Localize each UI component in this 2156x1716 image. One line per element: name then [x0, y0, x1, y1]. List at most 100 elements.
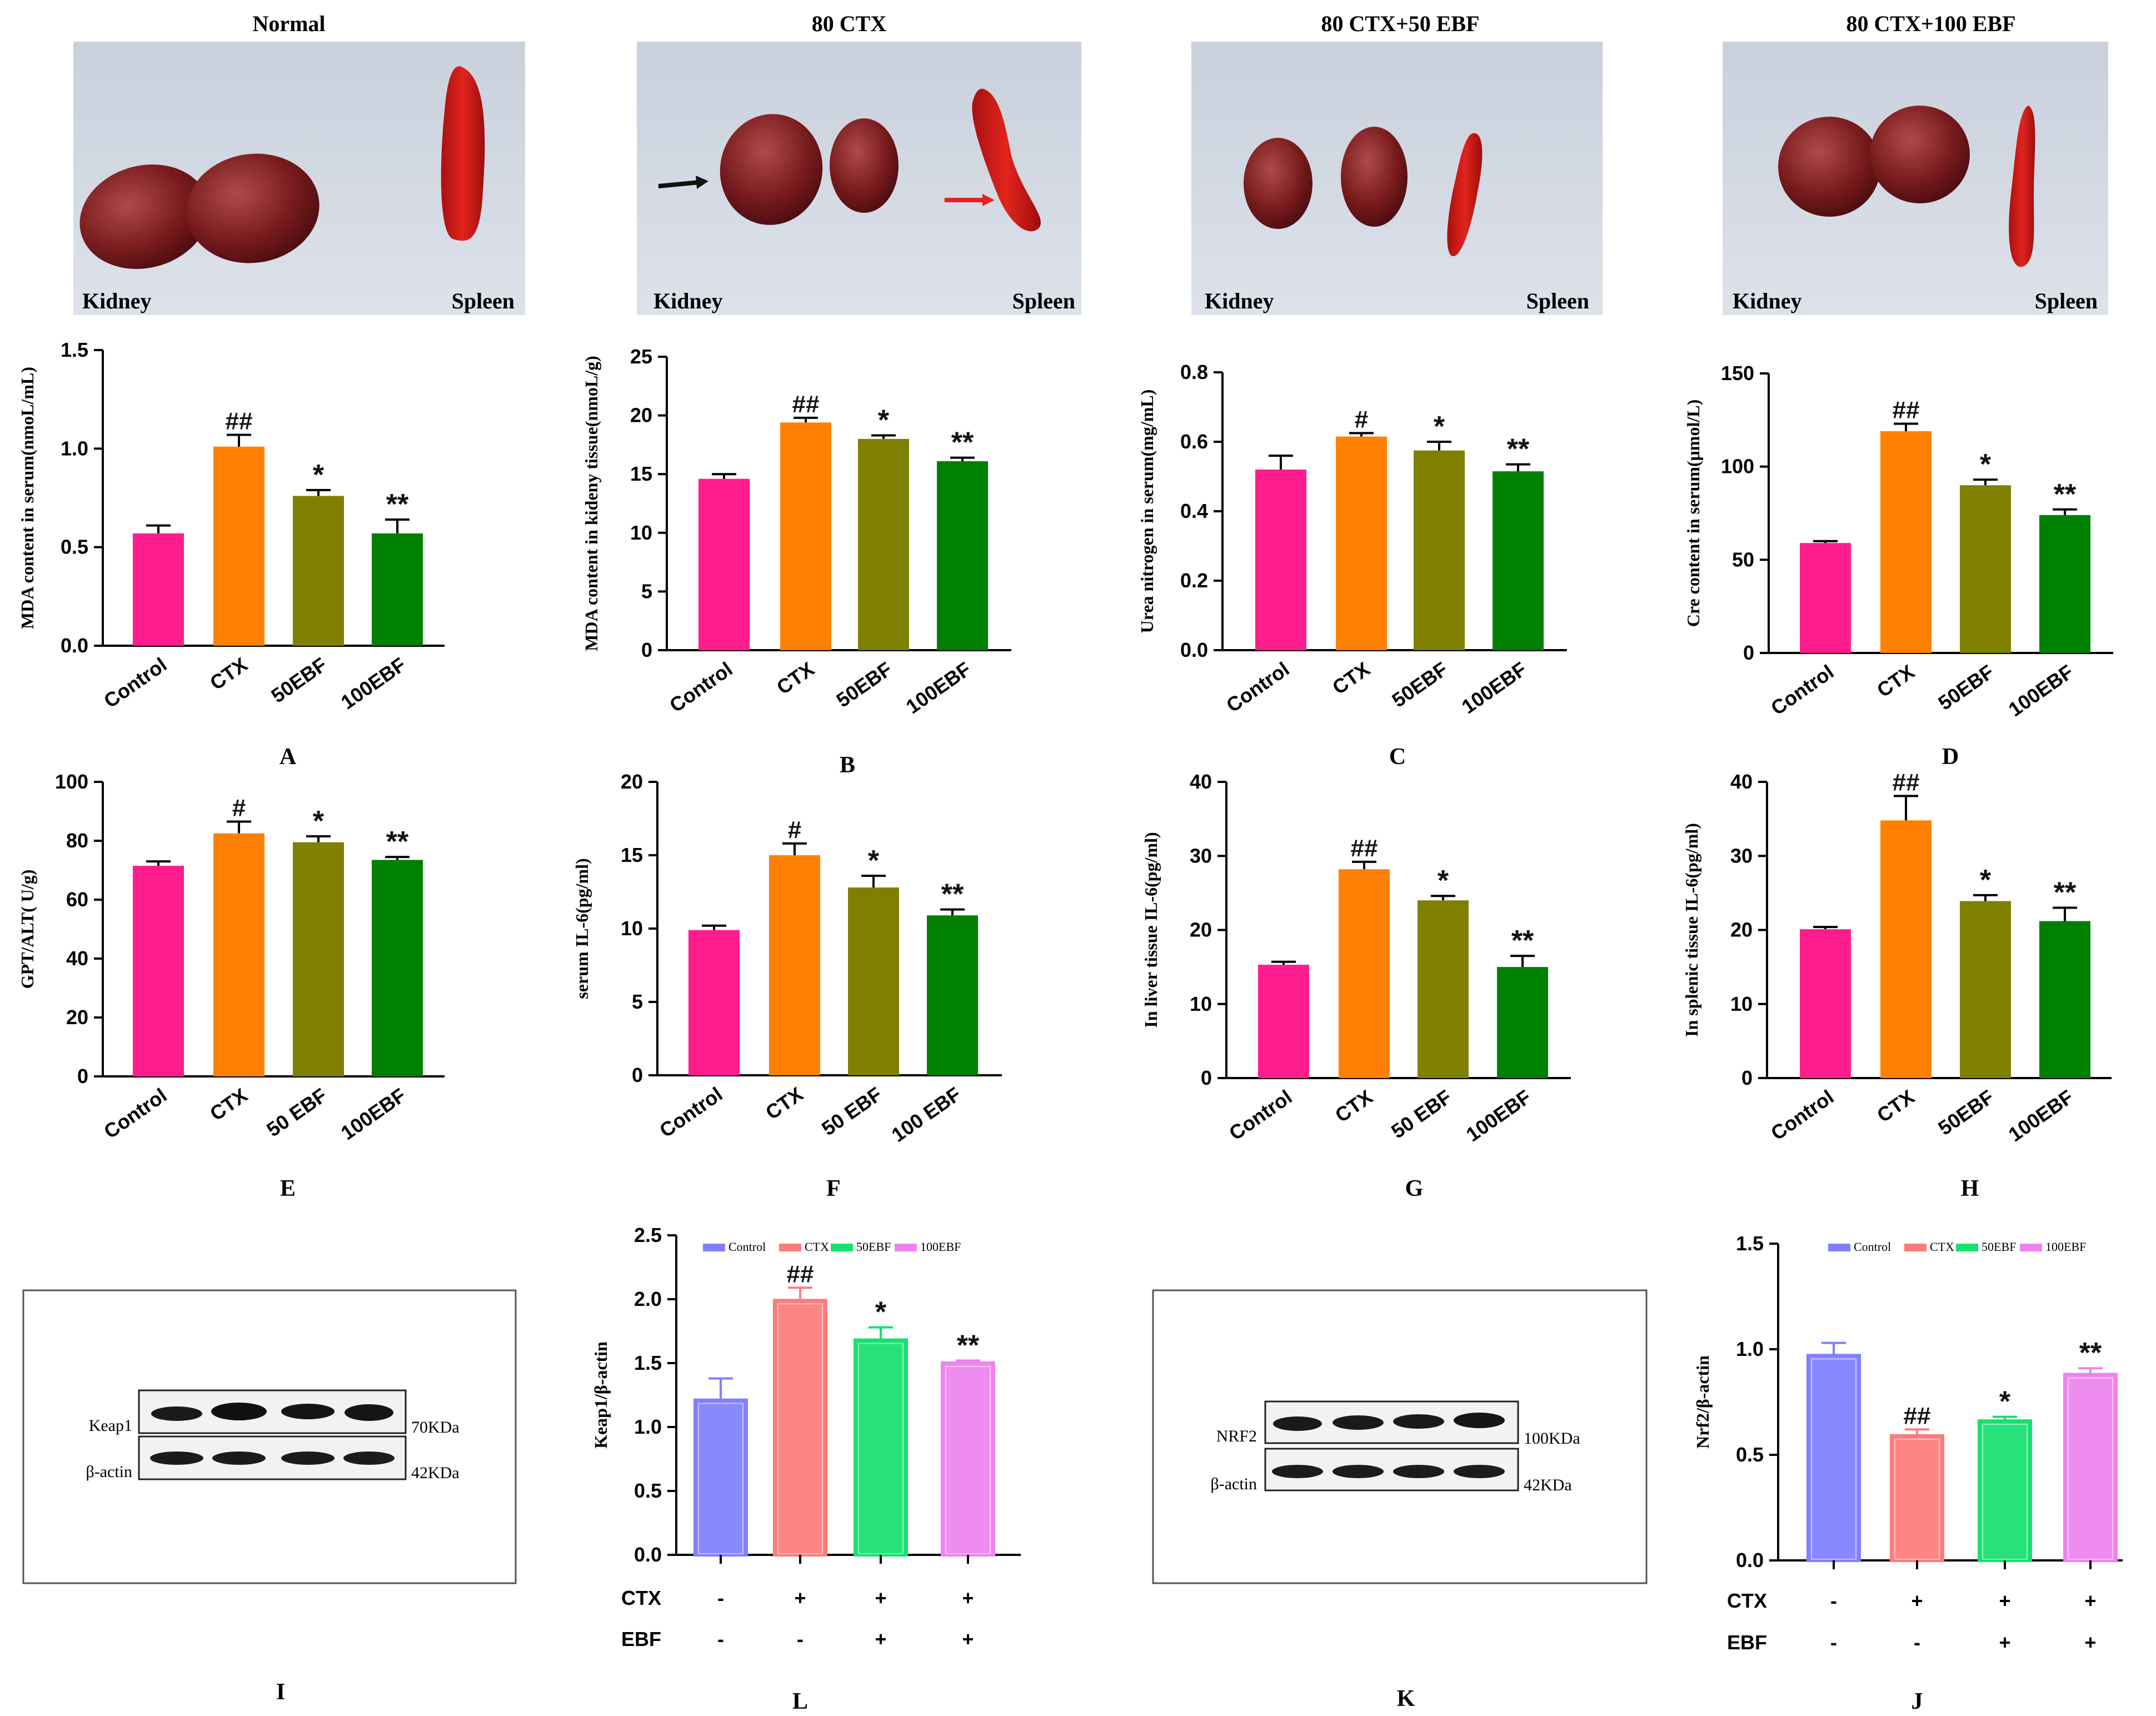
y-tick-label: 0.5	[1736, 1443, 1764, 1466]
bar-highlight	[777, 1303, 823, 1555]
y-tick-label: 5	[641, 580, 652, 602]
bar	[1255, 470, 1306, 650]
y-tick-label: 1.5	[1736, 1232, 1764, 1255]
kidney-image	[79, 153, 320, 269]
y-tick-label: 15	[630, 462, 652, 485]
spleen-image	[1447, 133, 1483, 256]
y-tick-label: 0	[632, 1064, 643, 1086]
y-tick-label: 15	[621, 844, 643, 866]
significance-mark: **	[941, 879, 964, 911]
y-tick-label: 50	[1732, 548, 1754, 571]
kidney-label: Kidney	[1733, 288, 1801, 313]
chart-panel-A: 0.0 0.5 1.0 1.5 MDA content in serum(nmoL/mL…	[17, 338, 445, 770]
x-tick-label: CTX	[206, 653, 251, 695]
panel-label: E	[280, 1176, 296, 1201]
treatment-mark: +	[2084, 1631, 2096, 1654]
blot-frame	[22, 1289, 517, 1584]
significance-mark: **	[1511, 925, 1534, 957]
legend-swatch	[703, 1244, 725, 1251]
x-tick-label: 100EBF	[1458, 657, 1531, 718]
y-axis-label: In splenic tissue IL-6(pg/ml)	[1681, 823, 1701, 1037]
bar	[2039, 515, 2090, 653]
blot-protein-label: β-actin	[1210, 1475, 1257, 1493]
x-tick-label: Control	[99, 1084, 171, 1143]
y-tick-label: 10	[1190, 992, 1212, 1015]
bar-highlight	[2068, 1377, 2113, 1560]
significance-mark: **	[2054, 478, 2077, 511]
y-axis-label: GPT/ALT( U/g)	[17, 870, 37, 989]
bar	[213, 833, 264, 1076]
legend-swatch	[831, 1244, 853, 1251]
x-tick-label: 50 EBF	[817, 1083, 886, 1140]
treatment-mark: +	[1999, 1631, 2010, 1654]
photo-panel-ctx-50ebf: 80 CTX+50 EBF Kidney Spleen	[1191, 11, 1603, 315]
blot-size-label: 42KDa	[1524, 1476, 1572, 1494]
photo-title: 80 CTX+100 EBF	[1846, 11, 2015, 36]
significance-mark: *	[1980, 448, 1992, 481]
bar	[1880, 431, 1932, 653]
kidney-image	[720, 114, 899, 225]
treatment-mark: +	[2084, 1589, 2096, 1612]
panel-label: I	[276, 1679, 285, 1705]
bar	[780, 422, 831, 650]
y-tick-label: 0.0	[634, 1543, 662, 1566]
chart-panel-D: 0 50 100 150 Cre content in serum(μmol/L) ## *…	[1683, 362, 2113, 770]
bar-highlight	[1894, 1438, 1940, 1560]
significance-mark: **	[1507, 433, 1530, 466]
y-tick-label: 0.8	[1180, 361, 1208, 383]
spleen-image	[441, 66, 485, 241]
bar	[372, 533, 423, 646]
bar-highlight	[1811, 1358, 1856, 1560]
x-tick-label: CTX	[772, 657, 818, 699]
panel-label: G	[1405, 1176, 1424, 1201]
significance-mark: ##	[787, 1260, 814, 1288]
y-axis-label: Nrf2/β-actin	[1693, 1355, 1713, 1449]
photo-panel-normal: Normal Kidney Spleen	[73, 11, 525, 315]
kidney-image	[1778, 106, 1970, 217]
bar	[927, 915, 978, 1075]
bar	[1800, 929, 1851, 1078]
x-tick-label: Control	[655, 1083, 726, 1142]
treatment-mark: -	[717, 1587, 724, 1609]
panel-label: K	[1397, 1686, 1415, 1712]
blot-protein-label: β-actin	[86, 1463, 132, 1481]
y-tick-label: 1.5	[634, 1351, 662, 1374]
significance-mark: *	[878, 405, 890, 437]
significance-mark: #	[232, 795, 246, 822]
bar	[1258, 965, 1309, 1078]
bar	[1890, 1434, 1944, 1563]
y-tick-label: 40	[1730, 770, 1753, 793]
bar	[698, 478, 750, 650]
y-tick-label: 2.0	[634, 1288, 662, 1310]
bar	[773, 1299, 827, 1557]
y-tick-label: 30	[1730, 844, 1753, 867]
y-axis-label: MDA content in kideny tissue(nmoL/g)	[581, 356, 601, 651]
y-tick-label: 0	[1201, 1066, 1212, 1089]
y-axis-label: MDA content in serum(nmoL/mL)	[17, 367, 37, 629]
y-axis-label: Urea nitrogen in serum(mg/mL)	[1137, 390, 1157, 633]
y-tick-label: 0.4	[1180, 500, 1208, 522]
bar	[848, 887, 899, 1075]
bar-highlight	[945, 1366, 991, 1554]
x-tick-label: Control	[1766, 1085, 1838, 1145]
treatment-row-label: EBF	[1727, 1631, 1767, 1654]
arrow-icon	[658, 176, 708, 189]
legend-label: CTX	[1930, 1240, 1954, 1254]
bar	[941, 1361, 995, 1557]
treatment-mark: +	[875, 1628, 886, 1650]
significance-mark: **	[386, 826, 409, 858]
spleen-label: Spleen	[2035, 288, 2098, 313]
significance-mark: **	[951, 427, 974, 459]
panel-label: H	[1961, 1176, 1979, 1201]
arrow-icon	[945, 194, 995, 206]
bar-highlight	[698, 1403, 743, 1554]
kidney-image	[1244, 127, 1408, 229]
y-tick-label: 2.5	[634, 1224, 662, 1246]
significance-mark: **	[2079, 1337, 2102, 1369]
blot-size-label: 42KDa	[411, 1464, 460, 1482]
x-tick-label: CTX	[206, 1084, 251, 1125]
